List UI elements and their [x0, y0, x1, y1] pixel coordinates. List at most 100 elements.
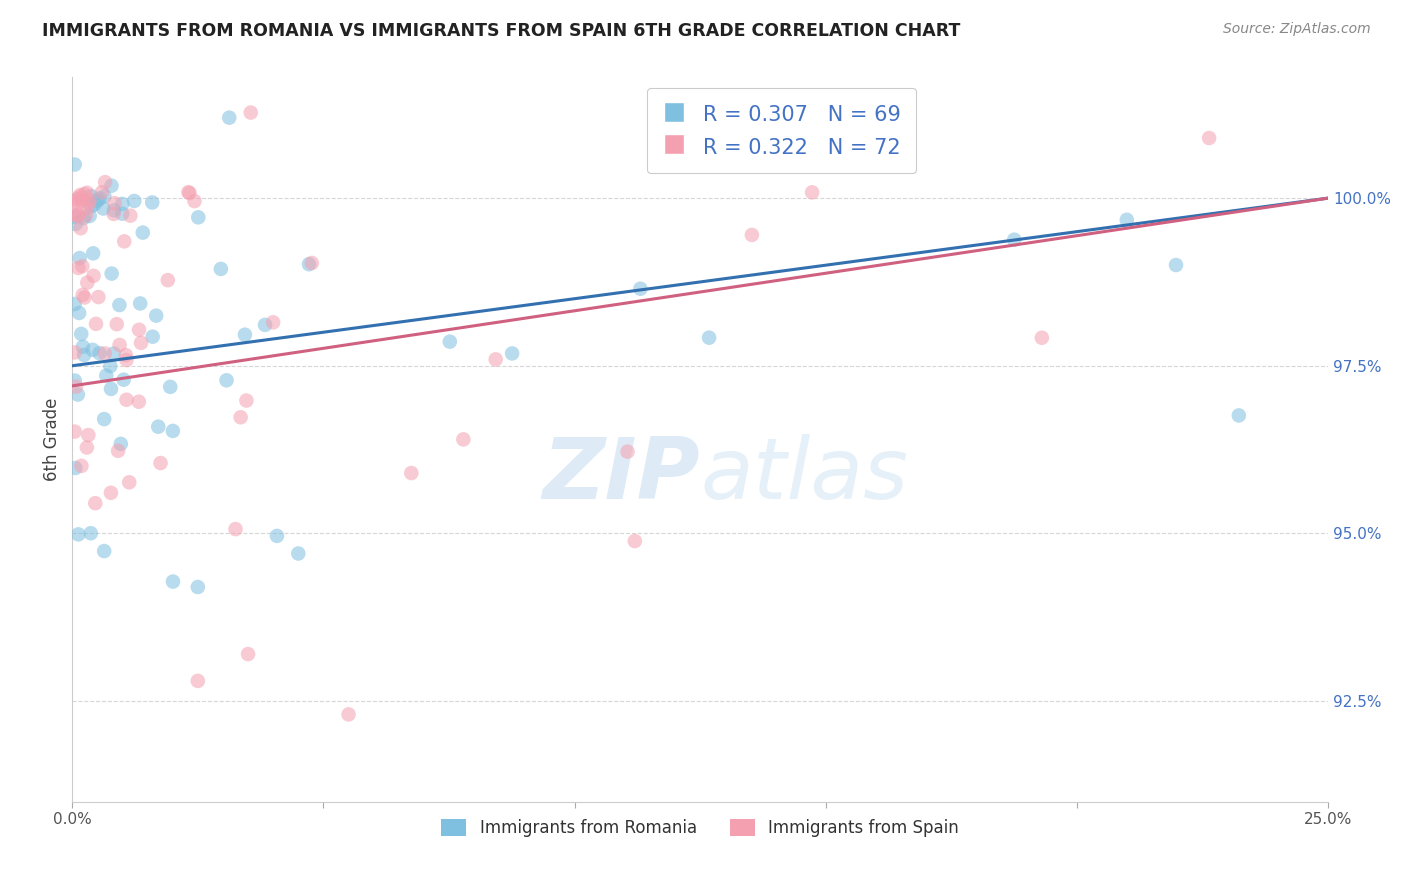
- Point: [301, 256, 323, 270]
- Point: [128, 323, 150, 337]
- Point: [63, 157, 86, 171]
- Point: [100, 485, 122, 500]
- Point: [177, 185, 200, 199]
- Point: [233, 327, 256, 342]
- Point: [209, 261, 232, 276]
- Point: [103, 346, 125, 360]
- Point: [128, 394, 150, 409]
- Point: [98, 359, 121, 373]
- Point: [453, 433, 475, 447]
- Point: [70, 458, 93, 473]
- Point: [741, 227, 763, 242]
- Point: [69, 251, 91, 265]
- Point: [129, 296, 152, 310]
- Text: IMMIGRANTS FROM ROMANIA VS IMMIGRANTS FROM SPAIN 6TH GRADE CORRELATION CHART: IMMIGRANTS FROM ROMANIA VS IMMIGRANTS FR…: [42, 22, 960, 40]
- Point: [63, 297, 86, 311]
- Point: [77, 428, 100, 442]
- Point: [87, 290, 110, 304]
- Point: [65, 379, 87, 393]
- Point: [262, 315, 284, 329]
- Point: [298, 257, 321, 271]
- Point: [73, 348, 96, 362]
- Point: [439, 334, 461, 349]
- Point: [229, 410, 252, 425]
- Point: [67, 196, 90, 211]
- Point: [91, 186, 114, 200]
- Point: [76, 186, 98, 200]
- Point: [218, 111, 240, 125]
- Point: [66, 192, 89, 206]
- Point: [100, 382, 122, 396]
- Point: [145, 309, 167, 323]
- Point: [77, 196, 100, 211]
- Point: [76, 441, 98, 455]
- Point: [1031, 331, 1053, 345]
- Point: [73, 187, 96, 202]
- Point: [628, 282, 651, 296]
- Point: [1164, 258, 1187, 272]
- Point: [1227, 409, 1250, 423]
- Point: [89, 191, 111, 205]
- Point: [93, 189, 115, 203]
- Point: [254, 318, 277, 332]
- Point: [337, 707, 360, 722]
- Point: [132, 226, 155, 240]
- Point: [66, 207, 89, 221]
- Point: [142, 329, 165, 343]
- Point: [82, 246, 104, 260]
- Point: [107, 443, 129, 458]
- Point: [80, 199, 103, 213]
- Point: [401, 466, 423, 480]
- Point: [111, 207, 134, 221]
- Point: [235, 393, 257, 408]
- Point: [80, 526, 103, 541]
- Point: [239, 105, 262, 120]
- Point: [94, 346, 117, 360]
- Point: [501, 346, 523, 360]
- Point: [75, 209, 97, 223]
- Text: atlas: atlas: [700, 434, 908, 517]
- Point: [697, 331, 720, 345]
- Point: [616, 444, 638, 458]
- Point: [79, 193, 101, 207]
- Point: [111, 197, 134, 211]
- Point: [112, 235, 135, 249]
- Point: [66, 387, 89, 401]
- Point: [225, 522, 247, 536]
- Point: [83, 268, 105, 283]
- Point: [91, 202, 114, 216]
- Point: [80, 189, 103, 203]
- Point: [149, 456, 172, 470]
- Point: [67, 260, 90, 275]
- Point: [1002, 233, 1025, 247]
- Point: [67, 527, 90, 541]
- Point: [69, 221, 91, 235]
- Point: [82, 343, 104, 357]
- Point: [94, 175, 117, 189]
- Point: [120, 209, 142, 223]
- Point: [162, 574, 184, 589]
- Point: [63, 208, 86, 222]
- Point: [83, 197, 105, 211]
- Point: [187, 211, 209, 225]
- Y-axis label: 6th Grade: 6th Grade: [44, 398, 60, 481]
- Point: [115, 392, 138, 407]
- Point: [801, 186, 824, 200]
- Point: [110, 437, 132, 451]
- Point: [72, 340, 94, 354]
- Point: [86, 194, 108, 208]
- Point: [1198, 131, 1220, 145]
- Point: [883, 136, 905, 150]
- Point: [93, 412, 115, 426]
- Point: [73, 290, 96, 304]
- Point: [63, 425, 86, 439]
- Point: [115, 353, 138, 368]
- Point: [70, 326, 93, 341]
- Point: [96, 368, 118, 383]
- Point: [104, 196, 127, 211]
- Point: [89, 346, 111, 360]
- Point: [103, 207, 125, 221]
- Point: [287, 547, 309, 561]
- Point: [485, 352, 508, 367]
- Point: [65, 217, 87, 231]
